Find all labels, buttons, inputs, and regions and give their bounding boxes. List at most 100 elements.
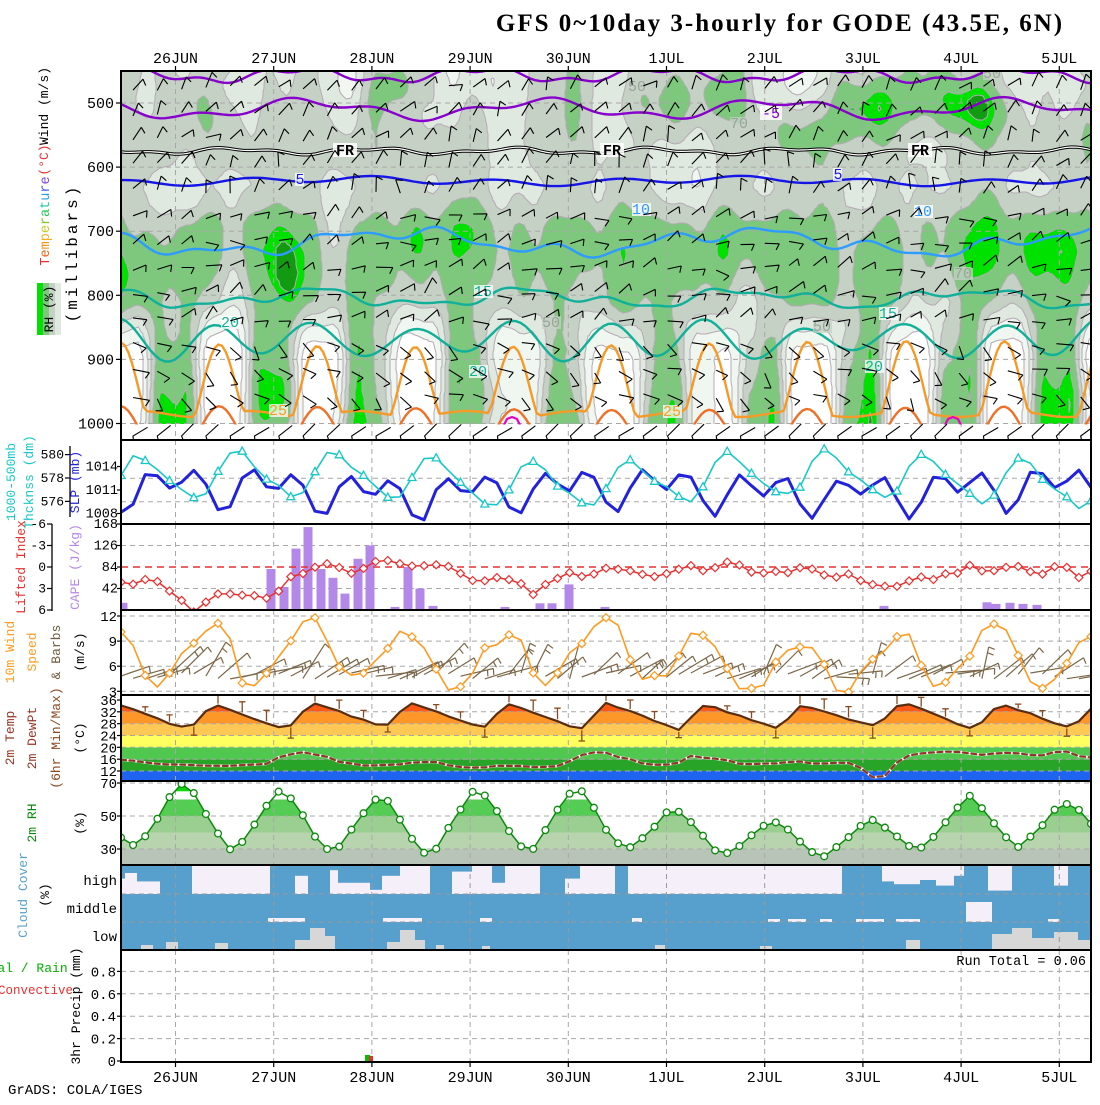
svg-text:600: 600 [87, 160, 114, 177]
svg-text:25: 25 [663, 404, 681, 421]
svg-text:2JUL: 2JUL [747, 51, 783, 68]
svg-text:50: 50 [542, 315, 560, 332]
svg-text:(°C): (°C) [73, 722, 88, 753]
svg-text:FR: FR [603, 143, 621, 160]
svg-text:1011: 1011 [86, 484, 118, 499]
svg-text:42: 42 [102, 583, 118, 598]
svg-text:26JUN: 26JUN [153, 1070, 198, 1087]
svg-text:5JUL: 5JUL [1041, 51, 1077, 68]
svg-text:0.8: 0.8 [91, 965, 116, 981]
svg-text:0.6: 0.6 [91, 988, 116, 1004]
svg-text:12: 12 [100, 610, 117, 626]
svg-text:16: 16 [100, 753, 117, 769]
svg-text:1JUL: 1JUL [648, 51, 684, 68]
svg-text:50: 50 [100, 810, 117, 826]
svg-text:28JUN: 28JUN [349, 1070, 394, 1087]
svg-text:& Barbs: & Barbs [49, 625, 64, 680]
svg-text:5: 5 [295, 172, 304, 189]
svg-text:GFS 0~10day 3-hourly for GODE: GFS 0~10day 3-hourly for GODE (43.5E, 6N… [496, 10, 1064, 37]
svg-text:1014: 1014 [86, 461, 118, 476]
svg-text:50: 50 [813, 319, 831, 336]
svg-text:Lifted Index: Lifted Index [14, 520, 29, 614]
svg-text:0: 0 [108, 1055, 116, 1071]
svg-text:Total / Rain: Total / Rain [0, 961, 68, 976]
svg-text:29JUN: 29JUN [448, 1070, 493, 1087]
svg-text:RH (%): RH (%) [42, 286, 57, 333]
svg-text:GrADS: COLA/IGES: GrADS: COLA/IGES [8, 1083, 142, 1099]
svg-text:32: 32 [100, 706, 117, 722]
svg-text:70: 70 [100, 777, 117, 793]
svg-text:70: 70 [954, 266, 972, 283]
svg-text:500: 500 [87, 96, 114, 113]
svg-text:2JUL: 2JUL [747, 1070, 783, 1087]
svg-text:20: 20 [100, 741, 117, 757]
svg-text:25: 25 [269, 403, 287, 420]
svg-text:700: 700 [87, 224, 114, 241]
svg-text:15: 15 [474, 284, 492, 301]
svg-text:10: 10 [914, 204, 932, 221]
svg-text:5JUL: 5JUL [1041, 1070, 1077, 1087]
svg-text:0.4: 0.4 [91, 1010, 116, 1026]
svg-text:10m Wind: 10m Wind [3, 621, 18, 683]
svg-text:Speed: Speed [25, 632, 40, 671]
svg-text:30: 30 [100, 843, 117, 859]
svg-text:Thcknss (dm): Thcknss (dm) [22, 435, 37, 529]
svg-text:3JUL: 3JUL [845, 51, 881, 68]
svg-text:1000: 1000 [78, 417, 114, 434]
svg-text:2m DewPt: 2m DewPt [25, 707, 40, 769]
svg-text:50: 50 [983, 66, 1001, 83]
svg-text:576: 576 [41, 494, 64, 509]
svg-text:FR: FR [336, 143, 354, 160]
svg-text:4JUL: 4JUL [943, 51, 979, 68]
svg-text:1008: 1008 [86, 508, 118, 523]
svg-text:(m/s): (m/s) [73, 632, 88, 671]
svg-text:Convective: Convective [0, 984, 73, 998]
svg-text:20: 20 [221, 315, 239, 332]
svg-text:10: 10 [632, 202, 650, 219]
svg-text:3: 3 [109, 685, 117, 701]
svg-text:15: 15 [879, 306, 897, 323]
svg-text:(millibars): (millibars) [64, 184, 82, 323]
svg-text:30JUN: 30JUN [546, 1070, 591, 1087]
svg-text:12: 12 [100, 765, 117, 781]
svg-text:5: 5 [833, 167, 842, 184]
svg-text:70: 70 [730, 116, 748, 133]
svg-text:Wind (m/s): Wind (m/s) [37, 67, 52, 145]
svg-text:Temperature: Temperature [39, 176, 54, 265]
svg-text:29JUN: 29JUN [448, 51, 493, 68]
svg-text:126: 126 [94, 540, 118, 555]
svg-text:27JUN: 27JUN [251, 51, 296, 68]
svg-text:Run Total = 0.06: Run Total = 0.06 [956, 955, 1086, 970]
svg-text:Cloud Cover: Cloud Cover [16, 852, 31, 938]
svg-text:50: 50 [628, 79, 646, 96]
svg-text:28JUN: 28JUN [349, 51, 394, 68]
svg-text:-6: -6 [30, 517, 46, 532]
svg-text:580: 580 [41, 448, 64, 463]
svg-text:4JUL: 4JUL [943, 1070, 979, 1087]
svg-text:3: 3 [38, 582, 46, 597]
svg-text:28: 28 [100, 718, 117, 734]
svg-text:36: 36 [100, 694, 117, 710]
svg-text:900: 900 [87, 352, 114, 369]
svg-text:0.2: 0.2 [91, 1033, 116, 1049]
svg-text:2m RH: 2m RH [25, 803, 40, 842]
svg-text:(6hr Min/Max): (6hr Min/Max) [49, 687, 64, 788]
svg-text:26JUN: 26JUN [153, 51, 198, 68]
svg-text:27JUN: 27JUN [251, 1070, 296, 1087]
svg-text:1000-500mb: 1000-500mb [4, 443, 19, 521]
svg-text:800: 800 [87, 288, 114, 305]
svg-text:0: 0 [38, 560, 46, 575]
svg-text:FR: FR [911, 143, 929, 160]
svg-text:24: 24 [100, 730, 117, 746]
svg-text:3JUL: 3JUL [845, 1070, 881, 1087]
svg-text:9: 9 [109, 635, 117, 651]
svg-text:578: 578 [41, 471, 64, 486]
svg-text:CAPE (J/kg): CAPE (J/kg) [68, 524, 83, 610]
svg-text:1JUL: 1JUL [648, 1070, 684, 1087]
svg-text:2m Temp: 2m Temp [3, 711, 18, 766]
svg-text:SLP (mb): SLP (mb) [68, 451, 83, 513]
svg-text:high: high [83, 874, 117, 890]
svg-text:168: 168 [94, 518, 118, 533]
svg-text:6: 6 [38, 603, 46, 618]
svg-text:(%): (%) [73, 811, 88, 834]
